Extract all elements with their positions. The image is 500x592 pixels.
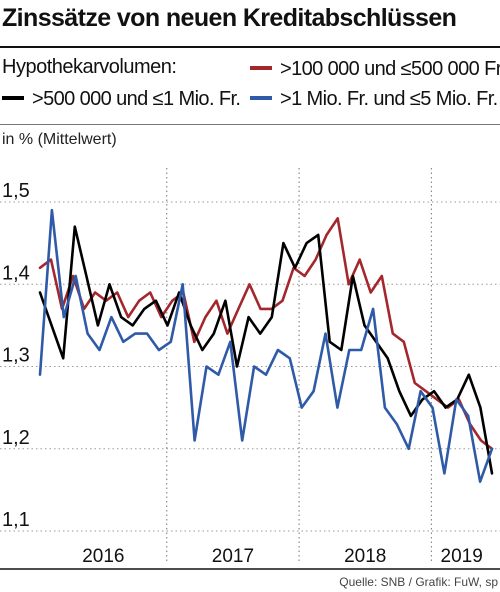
series-line-0 bbox=[38, 217, 494, 451]
x-tick-label: 2019 bbox=[441, 546, 483, 567]
legend-label: >1 Mio. Fr. und ≤5 Mio. Fr. bbox=[280, 88, 498, 110]
legend-item-small-volume: >100 000 und ≤500 000 Fr. bbox=[250, 58, 500, 81]
y-unit-label: in % (Mittelwert) bbox=[2, 131, 117, 148]
y-tick-label: 1,1 bbox=[2, 509, 30, 531]
x-tick-label: 2016 bbox=[82, 546, 124, 567]
y-tick-label: 1,4 bbox=[2, 262, 30, 284]
red-line-swatch-icon bbox=[250, 65, 272, 70]
x-tick-label: 2017 bbox=[212, 546, 254, 567]
legend-heading: Hypothekarvolumen: bbox=[2, 56, 177, 78]
source-note: Quelle: SNB / Grafik: FuW, sp bbox=[339, 575, 498, 589]
legend-label: >100 000 und ≤500 000 Fr. bbox=[280, 58, 500, 80]
blue-line-swatch-icon bbox=[250, 95, 272, 100]
legend-item-medium-volume: >500 000 und ≤1 Mio. Fr. bbox=[2, 88, 241, 111]
legend-label: >500 000 und ≤1 Mio. Fr. bbox=[32, 88, 241, 110]
legend-item-large-volume: >1 Mio. Fr. und ≤5 Mio. Fr. bbox=[250, 88, 498, 111]
black-line-swatch-icon bbox=[2, 95, 24, 100]
series-line-2 bbox=[38, 208, 494, 484]
chart-title: Zinssätze von neuen Kreditabschlüssen bbox=[2, 4, 457, 32]
legend-divider bbox=[0, 124, 500, 125]
y-tick-label: 1,2 bbox=[2, 427, 30, 449]
series-line-1 bbox=[38, 225, 494, 475]
title-divider bbox=[0, 46, 500, 48]
y-tick-label: 1,5 bbox=[2, 180, 30, 202]
x-tick-label: 2018 bbox=[344, 546, 386, 567]
y-tick-label: 1,3 bbox=[2, 345, 30, 367]
